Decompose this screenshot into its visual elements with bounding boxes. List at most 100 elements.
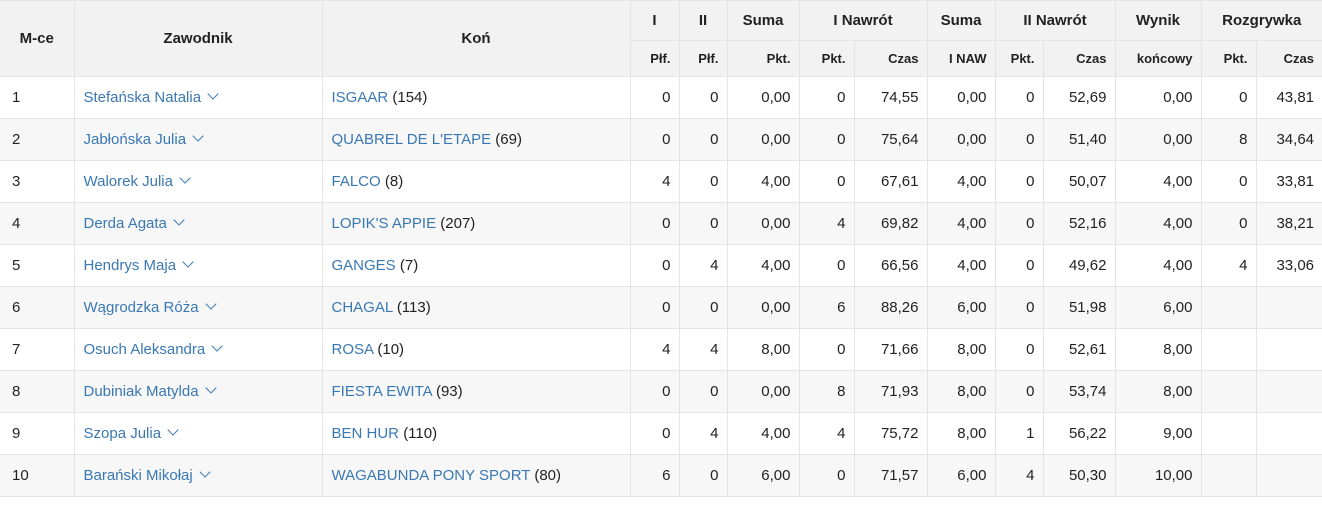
cell-suma: 0,00 xyxy=(727,118,800,161)
horse-number: (69) xyxy=(495,131,522,148)
cell-result: 9,00 xyxy=(1115,412,1202,455)
rider-link[interactable]: Derda Agata xyxy=(83,214,185,232)
cell-rider: Jabłońska Julia xyxy=(74,118,323,161)
cell-place: 6 xyxy=(0,286,75,329)
col-horse-header: Koń xyxy=(322,0,631,77)
chevron-down-icon[interactable] xyxy=(173,214,185,226)
rider-link[interactable]: Wągrodzka Róża xyxy=(84,298,217,316)
rider-link[interactable]: Stefańska Natalia xyxy=(83,88,219,106)
cell-jumpoff-time: 33,06 xyxy=(1256,244,1322,287)
cell-jumpoff-time xyxy=(1256,412,1322,455)
sub-suma-points: Pkt. xyxy=(727,40,800,77)
rider-name: Stefańska Natalia xyxy=(83,89,202,106)
chevron-down-icon[interactable] xyxy=(204,298,217,310)
cell-result: 10,00 xyxy=(1115,454,1202,497)
cell-i-faults: 0 xyxy=(630,244,680,287)
horse-link[interactable]: GANGES xyxy=(331,257,396,274)
rider-link[interactable]: Dubiniak Matylda xyxy=(84,382,217,400)
rider-link[interactable]: Walorek Julia xyxy=(84,172,191,190)
rider-link[interactable]: Barański Mikołaj xyxy=(83,466,211,484)
rider-link[interactable]: Osuch Aleksandra xyxy=(83,340,223,358)
cell-first-round-time: 67,61 xyxy=(854,160,928,203)
horse-link[interactable]: FALCO xyxy=(331,173,381,190)
cell-horse: FALCO (8) xyxy=(322,160,631,203)
rider-link[interactable]: Szopa Julia xyxy=(83,424,179,442)
sub-ii-faults: Płf. xyxy=(679,40,728,77)
cell-rider: Derda Agata xyxy=(74,202,323,245)
table-row: 4 Derda Agata LOPIK'S APPIE (207) 0 0 0,… xyxy=(0,202,1322,245)
cell-jumpoff-time xyxy=(1256,454,1322,497)
col-second-round-header: II Nawrót xyxy=(995,0,1116,41)
rider-link[interactable]: Jabłońska Julia xyxy=(84,130,204,148)
horse-link[interactable]: ROSA xyxy=(331,341,374,358)
cell-ii-faults: 0 xyxy=(679,370,728,413)
cell-suma: 0,00 xyxy=(727,202,800,245)
cell-second-round-time: 51,40 xyxy=(1043,118,1116,161)
chevron-down-icon[interactable] xyxy=(167,424,179,436)
cell-place: 3 xyxy=(0,160,75,203)
horse-link[interactable]: ISGAAR xyxy=(331,89,389,106)
cell-i-faults: 4 xyxy=(630,160,680,203)
sub-i-faults: Płf. xyxy=(630,40,680,77)
table-row: 6 Wągrodzka Róża CHAGAL (113) 0 0 0,00 6… xyxy=(0,286,1322,329)
cell-second-round-time: 52,61 xyxy=(1043,328,1116,371)
cell-first-round-points: 4 xyxy=(799,202,855,245)
sub-first-round-points: Pkt. xyxy=(799,40,855,77)
cell-ii-faults: 0 xyxy=(679,118,728,161)
cell-jumpoff-time: 38,21 xyxy=(1256,202,1322,245)
horse-link[interactable]: WAGABUNDA PONY SPORT xyxy=(331,467,531,484)
cell-i-faults: 4 xyxy=(630,328,680,371)
cell-result: 8,00 xyxy=(1115,328,1202,371)
cell-horse: CHAGAL (113) xyxy=(322,286,631,329)
cell-ii-faults: 0 xyxy=(679,160,728,203)
results-table: M-ce Zawodnik Koń I II Suma I Nawrót Sum… xyxy=(0,0,1322,497)
chevron-down-icon[interactable] xyxy=(204,382,217,394)
rider-name: Barański Mikołaj xyxy=(83,467,193,484)
cell-jumpoff-time: 34,64 xyxy=(1256,118,1322,161)
cell-result: 4,00 xyxy=(1115,244,1202,287)
horse-link[interactable]: CHAGAL xyxy=(331,299,393,316)
cell-result: 6,00 xyxy=(1115,286,1202,329)
sub-second-round-points: Pkt. xyxy=(995,40,1044,77)
cell-ii-faults: 0 xyxy=(679,454,728,497)
rider-name: Hendrys Maja xyxy=(83,257,177,274)
sub-jumpoff-time: Czas xyxy=(1256,40,1322,77)
cell-first-round-time: 71,57 xyxy=(854,454,928,497)
table-row: 10 Barański Mikołaj WAGABUNDA PONY SPORT… xyxy=(0,454,1322,497)
chevron-down-icon[interactable] xyxy=(192,130,204,142)
horse-link[interactable]: FIESTA EWITA xyxy=(331,383,432,400)
cell-second-round-points: 0 xyxy=(995,286,1044,329)
cell-first-round-time: 66,56 xyxy=(854,244,928,287)
cell-second-round-points: 0 xyxy=(995,76,1044,119)
cell-ii-faults: 4 xyxy=(679,412,728,455)
rider-name: Osuch Aleksandra xyxy=(83,341,206,358)
chevron-down-icon[interactable] xyxy=(211,340,223,352)
cell-first-round-points: 8 xyxy=(799,370,855,413)
table-row: 9 Szopa Julia BEN HUR (110) 0 4 4,00 4 7… xyxy=(0,412,1322,455)
cell-horse: ROSA (10) xyxy=(322,328,631,371)
cell-first-round-time: 71,66 xyxy=(854,328,928,371)
horse-link[interactable]: QUABREL DE L'ETAPE xyxy=(331,131,492,148)
cell-horse: WAGABUNDA PONY SPORT (80) xyxy=(322,454,631,497)
cell-horse: ISGAAR (154) xyxy=(322,76,631,119)
cell-suma-first-round: 6,00 xyxy=(927,286,996,329)
rider-link[interactable]: Hendrys Maja xyxy=(83,256,194,274)
horse-link[interactable]: BEN HUR xyxy=(331,425,400,442)
table-row: 8 Dubiniak Matylda FIESTA EWITA (93) 0 0… xyxy=(0,370,1322,413)
rider-name: Derda Agata xyxy=(83,215,167,232)
chevron-down-icon[interactable] xyxy=(207,88,219,100)
cell-jumpoff-points: 0 xyxy=(1201,160,1257,203)
cell-result: 0,00 xyxy=(1115,76,1202,119)
cell-second-round-time: 52,16 xyxy=(1043,202,1116,245)
horse-number: (7) xyxy=(399,257,419,274)
sub-result-final: końcowy xyxy=(1115,40,1202,77)
chevron-down-icon[interactable] xyxy=(182,256,194,268)
cell-second-round-time: 53,74 xyxy=(1043,370,1116,413)
cell-first-round-points: 0 xyxy=(799,454,855,497)
chevron-down-icon[interactable] xyxy=(199,466,211,478)
rider-name: Szopa Julia xyxy=(83,425,162,442)
horse-link[interactable]: LOPIK'S APPIE xyxy=(331,215,437,232)
cell-second-round-time: 50,30 xyxy=(1043,454,1116,497)
chevron-down-icon[interactable] xyxy=(179,172,191,184)
